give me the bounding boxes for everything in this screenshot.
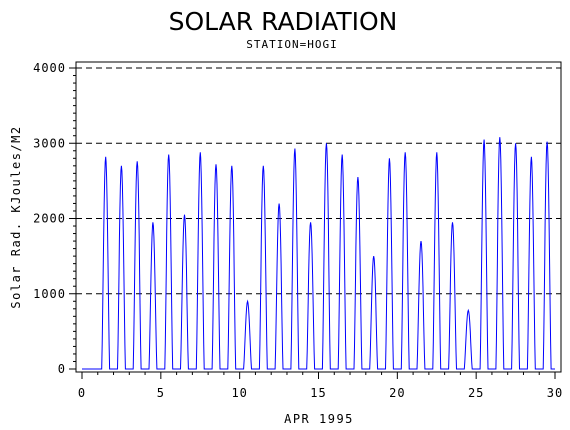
- chart-title: SOLAR RADIATION: [169, 7, 398, 36]
- x-tick-label: 15: [310, 386, 326, 400]
- y-tick-label: 0: [58, 362, 66, 376]
- y-tick-label: 4000: [33, 61, 66, 75]
- solar-radiation-series-line: [82, 137, 555, 370]
- x-axis-label: APR 1995: [284, 412, 354, 426]
- x-tick-label: 0: [78, 386, 86, 400]
- grid-lines: [76, 67, 561, 295]
- y-axis-label: Solar Rad. KJoules/M2: [9, 125, 23, 308]
- x-tick-label: 20: [389, 386, 405, 400]
- y-axis: 0 1000 2000 3000 4000: [33, 61, 76, 376]
- x-tick-label: 25: [468, 386, 484, 400]
- y-tick-label: 2000: [33, 212, 66, 226]
- x-axis: 0 5 10 15 20 25 30: [78, 372, 563, 400]
- x-tick-label: 30: [547, 386, 563, 400]
- chart-subtitle: STATION=HOGI: [246, 38, 337, 51]
- y-tick-label: 1000: [33, 287, 66, 301]
- series-group: [82, 137, 555, 370]
- plot-frame: [75, 61, 562, 373]
- x-tick-label: 10: [231, 386, 247, 400]
- y-tick-label: 3000: [33, 136, 66, 150]
- x-tick-label: 5: [157, 386, 165, 400]
